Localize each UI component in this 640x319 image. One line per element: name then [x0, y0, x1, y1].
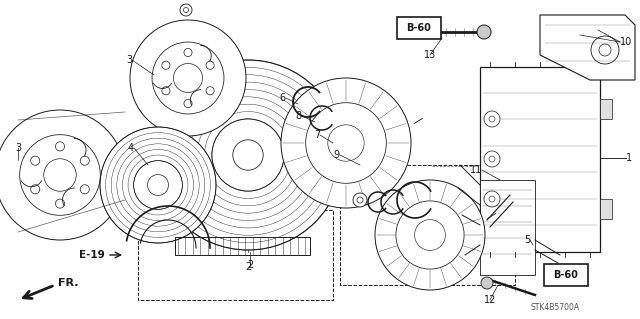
Text: STK4B5700A: STK4B5700A [531, 303, 580, 313]
Circle shape [489, 116, 495, 122]
Circle shape [31, 185, 40, 194]
Circle shape [80, 156, 90, 165]
Circle shape [180, 4, 192, 16]
Text: E-19: E-19 [79, 250, 105, 260]
Circle shape [44, 159, 76, 191]
Text: 12: 12 [484, 295, 496, 305]
Text: 2: 2 [245, 262, 251, 272]
Circle shape [450, 193, 456, 199]
Circle shape [281, 78, 411, 208]
Circle shape [489, 196, 495, 202]
Bar [480, 180, 535, 275]
Text: 13: 13 [424, 50, 436, 60]
Circle shape [184, 48, 192, 56]
Circle shape [134, 161, 182, 209]
Circle shape [440, 193, 450, 203]
Text: B-60: B-60 [406, 23, 431, 33]
Text: B-60: B-60 [554, 270, 579, 280]
Circle shape [212, 119, 284, 191]
Circle shape [233, 140, 263, 170]
Bar [340, 165, 515, 285]
Circle shape [184, 8, 189, 12]
Circle shape [184, 100, 192, 108]
Text: 2: 2 [247, 260, 253, 270]
Bar [600, 199, 612, 219]
Circle shape [31, 156, 40, 165]
Circle shape [599, 44, 611, 56]
Circle shape [0, 110, 125, 240]
Bar [138, 210, 333, 300]
Text: 9: 9 [334, 150, 340, 160]
Text: 3: 3 [15, 143, 21, 153]
Text: 3: 3 [126, 55, 132, 65]
Circle shape [152, 42, 224, 114]
Bar [175, 237, 310, 255]
Circle shape [328, 125, 364, 161]
Text: 10: 10 [620, 37, 632, 47]
Text: 4: 4 [128, 143, 134, 153]
Circle shape [591, 36, 619, 64]
FancyBboxPatch shape [397, 17, 441, 39]
Polygon shape [540, 15, 635, 80]
Text: 8: 8 [296, 111, 302, 121]
Text: 7: 7 [314, 130, 320, 140]
Circle shape [148, 174, 168, 196]
Circle shape [375, 180, 485, 290]
Circle shape [484, 191, 500, 207]
Circle shape [100, 127, 216, 243]
Bar [600, 99, 612, 119]
Circle shape [56, 199, 65, 208]
Circle shape [306, 103, 387, 183]
Circle shape [477, 25, 491, 39]
Text: 11: 11 [470, 165, 482, 175]
Circle shape [206, 87, 214, 95]
FancyBboxPatch shape [544, 264, 588, 286]
Text: 5: 5 [524, 235, 530, 245]
Circle shape [357, 197, 363, 203]
Circle shape [173, 63, 202, 93]
Bar [480, 66, 600, 251]
Circle shape [489, 156, 495, 162]
Text: FR.: FR. [58, 278, 79, 288]
Circle shape [206, 61, 214, 69]
Circle shape [396, 201, 464, 269]
Circle shape [484, 151, 500, 167]
Circle shape [80, 185, 90, 194]
FancyArrowPatch shape [110, 252, 121, 258]
Circle shape [353, 193, 367, 207]
Circle shape [20, 135, 100, 215]
Circle shape [162, 61, 170, 69]
Circle shape [130, 20, 246, 136]
Circle shape [162, 87, 170, 95]
Text: 6: 6 [280, 93, 286, 103]
Circle shape [484, 111, 500, 127]
Circle shape [56, 142, 65, 151]
Circle shape [153, 60, 343, 250]
Circle shape [481, 277, 493, 289]
Circle shape [415, 219, 445, 250]
Text: 1: 1 [626, 153, 632, 163]
